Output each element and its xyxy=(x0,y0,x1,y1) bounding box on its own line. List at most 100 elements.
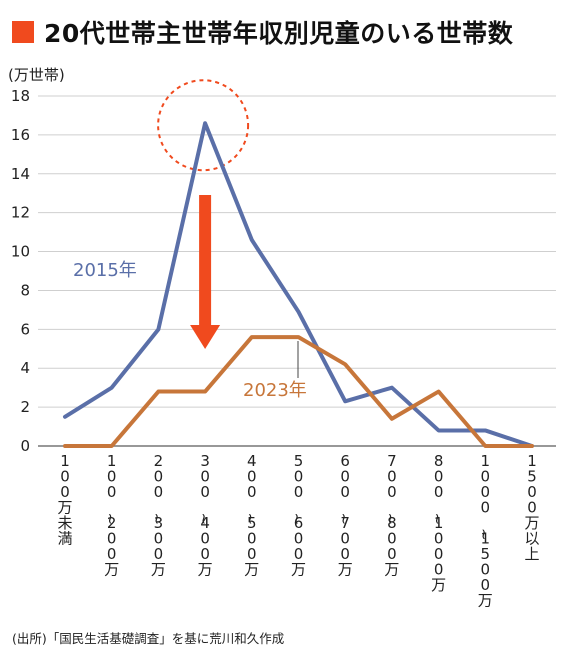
x-category-label: 2 0 0 ~3 0 0 万 xyxy=(148,452,166,579)
x-category-char: 0 xyxy=(340,530,350,548)
x-category-char: 0 xyxy=(481,499,491,517)
x-category-char: 0 xyxy=(107,545,117,563)
x-category-char: 0 xyxy=(60,468,70,486)
x-category-char: 1 xyxy=(527,452,537,470)
x-category-char: 1 xyxy=(107,452,117,470)
x-category-char: 0 xyxy=(340,483,350,501)
x-category-char: 万 xyxy=(151,561,166,579)
x-category-char: ~ xyxy=(242,513,260,526)
x-category-char: 0 xyxy=(340,545,350,563)
x-category-char: 満 xyxy=(57,530,72,548)
x-category-label: 7 0 0 ~8 0 0 万 xyxy=(382,452,400,579)
x-category-char: 7 xyxy=(340,514,350,532)
x-category-char: 0 xyxy=(294,530,304,548)
y-tick-label: 4 xyxy=(20,359,30,377)
x-category-char: 0 xyxy=(434,561,444,579)
x-category-char: 万 xyxy=(104,561,119,579)
x-category-char: 1 xyxy=(481,452,491,470)
x-category-label: 3 0 0 ~4 0 0 万 xyxy=(195,452,213,579)
x-category-char: ~ xyxy=(195,513,213,526)
x-category-char: 0 xyxy=(434,545,444,563)
x-category-label: 1 0 0 0 ~1 5 0 0 万 xyxy=(475,452,493,610)
x-category-char: 6 xyxy=(294,514,304,532)
x-category-char: ~ xyxy=(475,528,493,541)
x-category-char: 0 xyxy=(294,468,304,486)
x-category-char: 0 xyxy=(387,468,397,486)
x-category-char: ~ xyxy=(288,513,306,526)
y-tick-label: 14 xyxy=(11,165,30,183)
y-tick-label: 6 xyxy=(20,320,30,338)
series-line-2015年 xyxy=(63,121,534,448)
x-category-char: 0 xyxy=(387,483,397,501)
x-category-char: 3 xyxy=(200,452,210,470)
x-category-char: ~ xyxy=(428,513,446,526)
x-category-char: 0 xyxy=(107,468,117,486)
x-category-char: 2 xyxy=(154,452,164,470)
x-category-char: 7 xyxy=(387,452,397,470)
series-line-2023年 xyxy=(63,335,534,448)
peak-highlight-circle xyxy=(157,79,250,172)
x-category-char: ~ xyxy=(382,513,400,526)
x-category-char: 0 xyxy=(434,530,444,548)
y-tick-label: 8 xyxy=(20,281,30,299)
y-tick-label: 18 xyxy=(11,87,30,105)
x-category-char: 1 xyxy=(434,514,444,532)
x-category-char: 4 xyxy=(200,514,210,532)
x-category-char: 0 xyxy=(154,530,164,548)
x-category-char: 0 xyxy=(387,545,397,563)
x-category-char: 0 xyxy=(247,468,257,486)
x-category-char: 万 xyxy=(478,592,493,610)
x-category-label: 5 0 0 ~6 0 0 万 xyxy=(288,452,306,579)
series-label-2015: 2015年 xyxy=(73,260,137,281)
x-category-char: 5 xyxy=(294,452,304,470)
x-category-char: 0 xyxy=(481,561,491,579)
x-category-char: 0 xyxy=(294,545,304,563)
x-category-char: 0 xyxy=(527,499,537,517)
x-category-char: 0 xyxy=(434,468,444,486)
down-arrow-head xyxy=(190,325,221,349)
x-category-char: ~ xyxy=(335,513,353,526)
down-arrow-shaft xyxy=(199,195,212,327)
x-category-char: 0 xyxy=(387,530,397,548)
x-category-char: 上 xyxy=(524,545,539,563)
x-category-char: 0 xyxy=(434,483,444,501)
x-category-char: 0 xyxy=(247,530,257,548)
x-category-char: 0 xyxy=(481,483,491,501)
series-label-2023: 2023年 xyxy=(243,380,307,401)
y-tick-label: 0 xyxy=(20,437,30,455)
x-category-char: 0 xyxy=(154,545,164,563)
x-category-char: 0 xyxy=(294,483,304,501)
x-category-char: 万 xyxy=(291,561,306,579)
x-category-char: 0 xyxy=(107,483,117,501)
x-category-char: ~ xyxy=(148,513,166,526)
x-category-char: 0 xyxy=(60,483,70,501)
x-category-char: 0 xyxy=(200,468,210,486)
y-axis-unit-label: (万世帯) xyxy=(8,66,65,84)
x-category-char: 8 xyxy=(387,514,397,532)
y-tick-label: 16 xyxy=(11,126,30,144)
x-category-char: 0 xyxy=(247,545,257,563)
chart-title: 20代世帯主世帯年収別児童のいる世帯数 xyxy=(44,19,514,48)
x-category-char: 万 xyxy=(198,561,213,579)
x-category-label: 1 0 0 ~2 0 0 万 xyxy=(101,452,119,579)
x-category-label: 4 0 0 ~5 0 0 万 xyxy=(242,452,260,579)
x-category-char: 以 xyxy=(524,530,539,548)
x-category-label: 1 0 0 万未満 xyxy=(57,452,72,548)
x-category-char: 万 xyxy=(57,499,72,517)
x-category-char: 1 xyxy=(60,452,70,470)
x-category-char: 万 xyxy=(338,561,353,579)
y-tick-label: 10 xyxy=(11,243,30,261)
x-category-label: 8 0 0 ~1 0 0 0 万 xyxy=(428,452,446,594)
x-category-char: 0 xyxy=(200,530,210,548)
y-tick-label: 2 xyxy=(20,398,30,416)
x-category-char: 0 xyxy=(154,483,164,501)
x-category-char: 万 xyxy=(524,514,539,532)
x-category-char: 3 xyxy=(154,514,164,532)
x-category-char: 0 xyxy=(340,468,350,486)
x-category-char: 0 xyxy=(154,468,164,486)
x-category-char: 0 xyxy=(200,545,210,563)
title-block: 20代世帯主世帯年収別児童のいる世帯数 xyxy=(12,12,513,52)
x-category-char: 6 xyxy=(340,452,350,470)
x-category-char: 0 xyxy=(107,530,117,548)
